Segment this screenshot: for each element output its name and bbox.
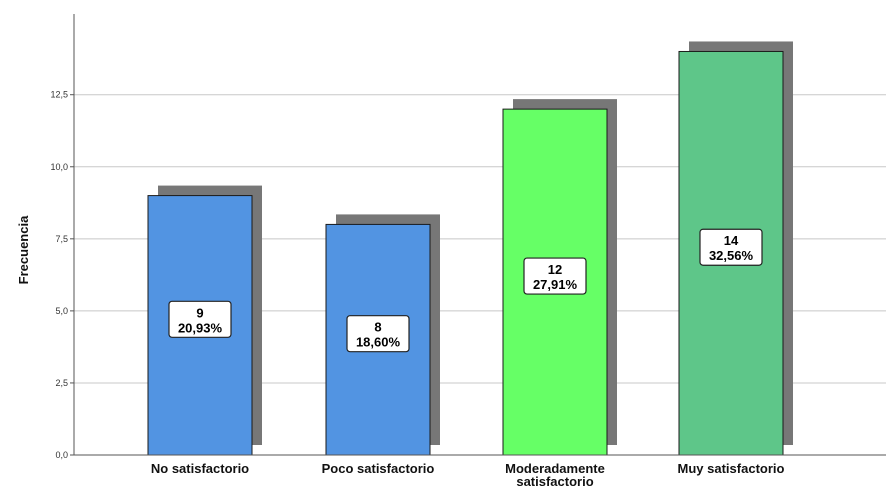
data-label-count: 8: [374, 320, 381, 335]
x-tick-labels: No satisfactorio Poco satisfactorio Modera…: [151, 461, 785, 489]
y-axis-label: Frecuencia: [16, 215, 31, 284]
data-label-percent: 32,56%: [709, 248, 754, 263]
axes: [73, 14, 886, 456]
data-label-percent: 20,93%: [178, 320, 223, 335]
data-label-count: 9: [196, 305, 203, 320]
y-tick-label: 0,0: [55, 450, 68, 460]
y-tick-labels: 0,0 2,5 5,0 7,5 10,0 12,5: [50, 90, 74, 460]
y-tick-label: 7,5: [55, 234, 68, 244]
data-label-box: [168, 300, 232, 338]
x-tick-label: Moderadamente: [505, 461, 605, 476]
x-tick-label: Muy satisfactorio: [678, 461, 785, 476]
y-tick-label: 10,0: [50, 162, 68, 172]
bars: [147, 41, 793, 456]
y-tick-label: 12,5: [50, 90, 68, 100]
data-label-percent: 18,60%: [356, 335, 401, 350]
data-label-count: 14: [724, 233, 739, 248]
y-tick-label: 5,0: [55, 306, 68, 316]
data-label-box: [523, 257, 587, 295]
x-tick-label: Poco satisfactorio: [322, 461, 435, 476]
x-tick-label: satisfactorio: [516, 474, 593, 489]
data-label-count: 12: [548, 262, 562, 277]
data-label-box: [346, 315, 410, 353]
x-tick-label: No satisfactorio: [151, 461, 249, 476]
data-label-box: [699, 228, 763, 266]
data-label-percent: 27,91%: [533, 277, 578, 292]
y-tick-label: 2,5: [55, 378, 68, 388]
